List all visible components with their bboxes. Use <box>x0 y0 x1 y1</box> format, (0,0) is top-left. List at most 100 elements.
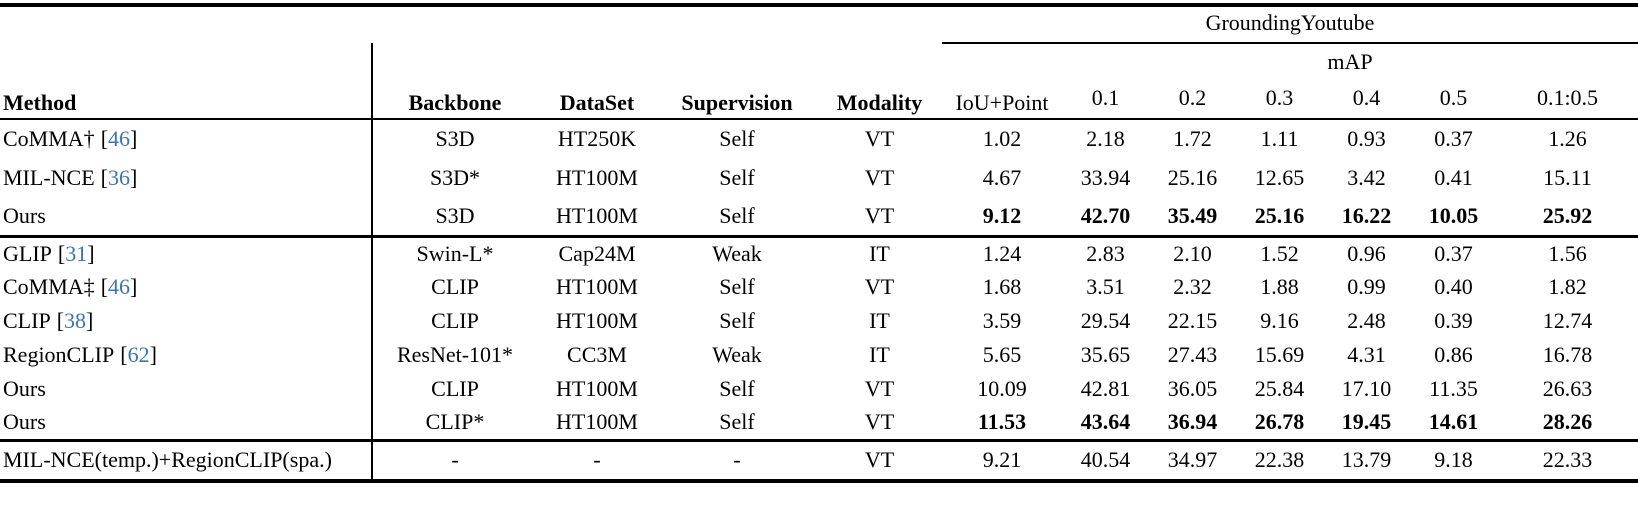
method-name: Ours <box>3 376 46 401</box>
value-cell-map-0-3: 22.38 <box>1254 447 1305 473</box>
method-name: MIL-NCE(temp.)+RegionCLIP(spa.) <box>3 447 332 473</box>
backbone-cell: S3D <box>435 202 475 228</box>
col-header-map-0-3: 0.3 <box>1265 84 1294 110</box>
citation-link[interactable]: 38 <box>64 308 87 333</box>
modality-cell: VT <box>864 376 895 401</box>
backbone-cell: S3D* <box>429 164 481 190</box>
map-threshold-row: 0.1 0.2 0.3 0.4 0.5 0.1:0.5 <box>0 77 1638 119</box>
value-cell-map-0-4: 2.48 <box>1347 308 1386 333</box>
supervision-cell: Self <box>719 126 755 151</box>
dataset-cell: HT100M <box>556 274 638 299</box>
method-name: MIL-NCE <box>3 164 95 190</box>
value-cell-map-0-5: 11.35 <box>1429 376 1478 401</box>
value-cell-map-0-4: 0.96 <box>1347 240 1386 266</box>
value-cell-map-0-2: 34.97 <box>1167 447 1218 473</box>
value-cell-map-0-4: 17.10 <box>1341 376 1392 401</box>
citation-link[interactable]: 36 <box>107 164 130 190</box>
dataset-cell: Cap24M <box>558 240 636 266</box>
citation-wrap: [36] <box>101 165 138 190</box>
col-header-map-0-2: 0.2 <box>1178 84 1207 110</box>
modality-cell: VT <box>864 202 895 228</box>
citation-link[interactable]: 46 <box>108 274 131 299</box>
value-cell-map-avg: 16.78 <box>1542 342 1593 367</box>
value-cell-map-0-4: 0.93 <box>1347 126 1386 151</box>
value-cell-map-0-4: 16.22 <box>1341 202 1392 228</box>
supervision-cell: - <box>733 447 741 473</box>
col-header-map-0-4: 0.4 <box>1352 84 1381 110</box>
value-cell-map-0-4: 19.45 <box>1341 409 1392 435</box>
value-cell-map-0-3: 25.16 <box>1254 202 1305 228</box>
value-cell-iou-point: 11.53 <box>977 409 1027 435</box>
value-cell-map-avg: 26.63 <box>1542 376 1593 401</box>
value-cell-map-0-5: 0.39 <box>1434 308 1473 333</box>
method-cell: Ours <box>0 197 373 236</box>
value-cell-map-0-3: 9.16 <box>1260 308 1299 333</box>
modality-cell: IT <box>869 240 890 266</box>
value-cell-map-avg: 22.33 <box>1542 447 1593 473</box>
value-cell-map-avg: 1.26 <box>1548 126 1587 151</box>
method-name: GLIP <box>3 240 52 266</box>
value-cell-map-avg: 1.56 <box>1548 240 1587 266</box>
value-cell-map-0-3: 1.52 <box>1260 240 1299 266</box>
modality-cell: IT <box>869 308 890 333</box>
citation-close-bracket: ] <box>149 342 157 367</box>
value-cell-map-0-2: 2.32 <box>1173 274 1212 299</box>
backbone-cell: CLIP <box>431 308 479 333</box>
value-cell-map-0-3: 12.65 <box>1254 164 1305 190</box>
citation-link[interactable]: 46 <box>108 126 131 151</box>
citation-link[interactable]: 31 <box>65 240 88 266</box>
citation-open-bracket: [ <box>100 274 109 299</box>
supervision-cell: Self <box>719 274 755 299</box>
method-cell: Ours <box>0 406 373 440</box>
method-name: CLIP <box>3 308 51 333</box>
method-cell: GLIP [31] <box>0 236 373 270</box>
method-cell: Ours <box>0 372 373 406</box>
citation-close-bracket: ] <box>87 240 95 266</box>
method-cell: CLIP [38] <box>0 304 373 338</box>
table-row: Ours S3D HT100M Self VT 9.12 42.70 35.49… <box>0 197 1638 236</box>
citation-close-bracket: ] <box>130 126 138 151</box>
table-header: GroundingYoutube Method Backbone DataSet… <box>0 5 1638 119</box>
value-cell-map-0-2: 2.10 <box>1173 240 1212 266</box>
value-cell-map-0-2: 35.49 <box>1167 202 1218 228</box>
supervision-cell: Self <box>719 164 755 190</box>
citation-wrap: [46] <box>101 274 138 299</box>
supervision-cell: Weak <box>712 240 762 266</box>
method-cell: MIL-NCE [36] <box>0 158 373 197</box>
value-cell-map-0-1: 3.51 <box>1086 274 1125 299</box>
col-header-map-0-5: 0.5 <box>1439 84 1468 110</box>
backbone-cell: CLIP <box>431 376 479 401</box>
value-cell-map-0-1: 33.94 <box>1080 164 1131 190</box>
table-row: CoMMA† [46] S3D HT250K Self VT 1.02 2.18 … <box>0 119 1638 158</box>
citation-open-bracket: [ <box>57 240 66 266</box>
value-cell-map-0-3: 15.69 <box>1254 342 1305 367</box>
citation-link[interactable]: 62 <box>127 342 150 367</box>
dataset-cell: HT100M <box>556 409 638 435</box>
method-cell: MIL-NCE(temp.)+RegionCLIP(spa.) <box>0 440 373 481</box>
column-header-row: Method Backbone DataSet Supervision Moda… <box>0 43 1638 119</box>
results-table: GroundingYoutube Method Backbone DataSet… <box>0 3 1638 483</box>
value-cell-map-0-3: 1.11 <box>1260 126 1299 151</box>
citation-wrap: [38] <box>57 308 94 333</box>
table-row: RegionCLIP [62] ResNet-101* CC3M Weak IT … <box>0 338 1638 372</box>
value-cell-map-0-5: 0.40 <box>1434 274 1473 299</box>
method-cell: CoMMA‡ [46] <box>0 270 373 304</box>
value-cell-map-0-2: 36.94 <box>1167 409 1218 435</box>
col-header-map-0-1: 0.1 <box>1091 84 1120 110</box>
dataset-group-header: GroundingYoutube <box>942 5 1638 44</box>
value-cell-map-0-5: 0.86 <box>1434 342 1473 367</box>
dataset-cell: HT100M <box>556 202 638 228</box>
value-cell-iou-point: 3.59 <box>982 308 1022 333</box>
dataset-group-row: GroundingYoutube <box>0 5 1638 44</box>
col-header-map: mAP <box>1327 49 1373 74</box>
value-cell-map-avg: 12.74 <box>1542 308 1593 333</box>
value-cell-map-0-3: 1.88 <box>1260 274 1299 299</box>
value-cell-iou-point: 1.02 <box>982 126 1022 151</box>
value-cell-map-0-2: 27.43 <box>1167 342 1218 367</box>
value-cell-map-0-3: 26.78 <box>1254 409 1305 435</box>
method-name: CoMMA‡ <box>3 274 95 299</box>
table-row: GLIP [31] Swin-L* Cap24M Weak IT 1.24 2.8… <box>0 236 1638 270</box>
value-cell-map-0-5: 0.37 <box>1434 240 1473 266</box>
dataset-cell: HT100M <box>556 308 638 333</box>
value-cell-map-0-1: 35.65 <box>1080 342 1131 367</box>
